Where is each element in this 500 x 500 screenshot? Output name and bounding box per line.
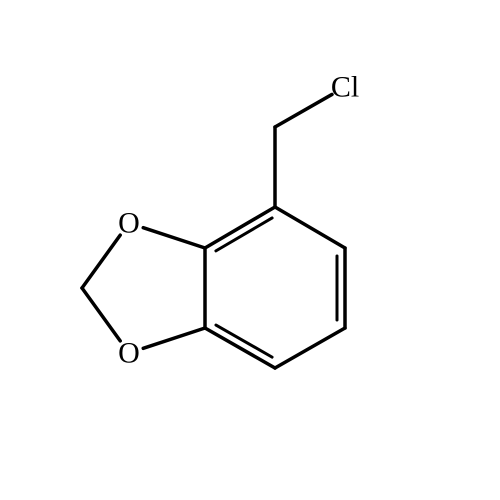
atom-label-cl: Cl bbox=[331, 71, 359, 104]
bond bbox=[143, 328, 205, 348]
bond bbox=[205, 328, 275, 368]
bond bbox=[275, 328, 345, 368]
bond bbox=[275, 207, 345, 248]
atom-label-o: O bbox=[118, 337, 140, 370]
bond bbox=[275, 94, 332, 127]
bond bbox=[82, 288, 120, 341]
bond bbox=[82, 235, 120, 288]
bond bbox=[143, 228, 205, 248]
bond bbox=[216, 218, 272, 251]
bond bbox=[205, 207, 275, 248]
molecule-diagram: O O Cl bbox=[0, 0, 500, 500]
atom-label-o: O bbox=[118, 207, 140, 240]
